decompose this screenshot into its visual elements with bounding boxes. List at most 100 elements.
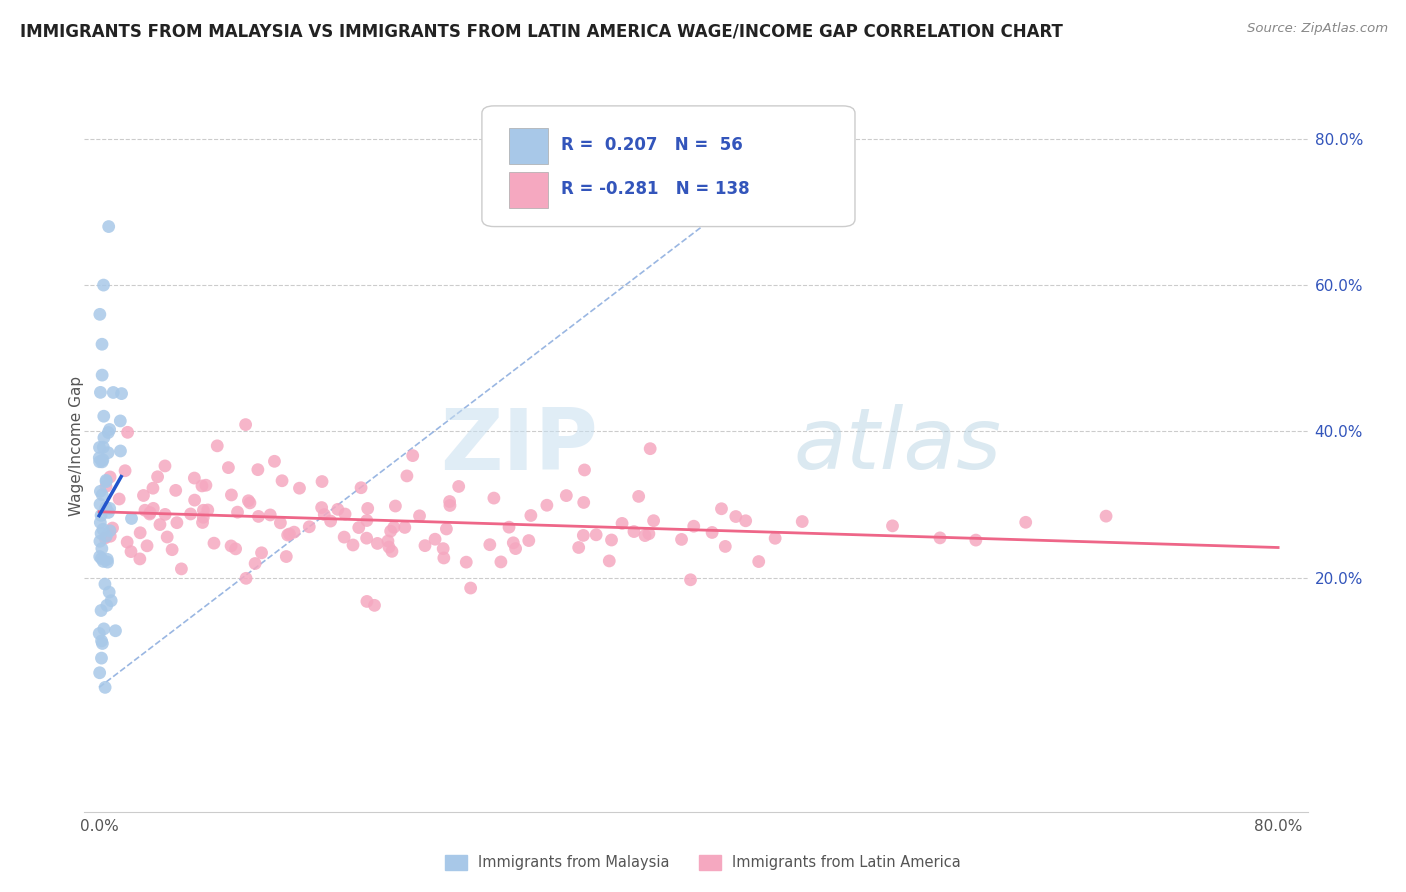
Point xyxy=(276,549,298,564)
Point xyxy=(91,522,114,536)
Point xyxy=(183,493,205,508)
Point xyxy=(714,540,737,554)
Point xyxy=(572,495,595,509)
Point xyxy=(136,539,159,553)
Point xyxy=(638,526,661,541)
Point xyxy=(108,491,131,506)
Point xyxy=(246,463,269,477)
Point xyxy=(128,552,150,566)
Point xyxy=(423,533,446,547)
Point xyxy=(288,481,311,495)
Point xyxy=(180,507,202,521)
Point xyxy=(536,498,558,512)
Point xyxy=(517,533,540,548)
Point xyxy=(153,508,176,522)
FancyBboxPatch shape xyxy=(509,171,548,208)
Point xyxy=(623,524,645,539)
Point xyxy=(326,502,349,516)
Point xyxy=(634,528,657,542)
Text: R =  0.207   N =  56: R = 0.207 N = 56 xyxy=(561,136,744,154)
Point xyxy=(89,626,111,640)
Point xyxy=(377,534,399,549)
Point xyxy=(117,425,139,440)
Point xyxy=(572,528,595,542)
Point xyxy=(682,519,704,533)
Point xyxy=(197,503,219,517)
Point xyxy=(271,474,294,488)
Point xyxy=(395,469,418,483)
Point xyxy=(138,507,160,521)
Point xyxy=(89,385,111,400)
Point xyxy=(142,501,165,516)
Point xyxy=(381,544,404,558)
Point xyxy=(408,508,430,523)
Point xyxy=(235,571,257,585)
Point xyxy=(277,528,299,542)
Point xyxy=(121,511,143,525)
Point xyxy=(89,549,111,564)
Point xyxy=(104,624,127,638)
Point xyxy=(96,599,118,613)
Point xyxy=(333,530,356,544)
Point xyxy=(314,508,336,522)
Point xyxy=(357,501,380,516)
Point xyxy=(356,594,378,608)
Point xyxy=(505,541,527,556)
Point xyxy=(363,599,385,613)
Point xyxy=(89,516,111,530)
Point xyxy=(96,529,118,543)
Point xyxy=(482,491,505,505)
Point xyxy=(115,535,138,549)
Point xyxy=(598,554,620,568)
Point xyxy=(129,525,152,540)
Point xyxy=(134,503,156,517)
Point xyxy=(638,442,661,456)
Point xyxy=(394,520,416,534)
Point xyxy=(439,499,461,513)
Point xyxy=(97,445,120,459)
Point xyxy=(193,510,215,524)
Point xyxy=(347,520,370,534)
Point xyxy=(763,531,786,545)
Point xyxy=(93,431,115,445)
Point xyxy=(207,439,229,453)
Point xyxy=(94,473,117,487)
Point xyxy=(226,505,249,519)
Point xyxy=(91,488,114,502)
Point xyxy=(165,483,187,498)
Point xyxy=(202,536,225,550)
Point xyxy=(194,478,217,492)
Point xyxy=(98,470,121,484)
Point xyxy=(319,514,342,528)
Point xyxy=(311,475,333,489)
Point xyxy=(439,494,461,508)
Point xyxy=(965,533,987,547)
Point xyxy=(96,475,118,489)
Point xyxy=(259,508,281,522)
Point xyxy=(183,471,205,485)
Text: ZIP: ZIP xyxy=(440,404,598,488)
Point xyxy=(96,555,118,569)
Point xyxy=(93,278,115,293)
Point xyxy=(160,542,183,557)
Point xyxy=(94,531,117,545)
Point xyxy=(89,441,111,455)
Point xyxy=(413,539,436,553)
Point xyxy=(98,585,121,599)
Point xyxy=(91,452,114,467)
Point xyxy=(110,444,132,458)
Point xyxy=(460,581,482,595)
Point xyxy=(132,488,155,502)
Point xyxy=(89,307,111,321)
Point xyxy=(91,440,114,454)
Text: atlas: atlas xyxy=(794,404,1002,488)
Point xyxy=(94,479,117,493)
Point xyxy=(456,555,478,569)
Point xyxy=(278,527,301,541)
Point xyxy=(502,536,524,550)
Point xyxy=(447,479,470,493)
Point xyxy=(94,500,117,515)
Point xyxy=(882,519,904,533)
Point xyxy=(433,551,456,566)
Point xyxy=(89,534,111,549)
